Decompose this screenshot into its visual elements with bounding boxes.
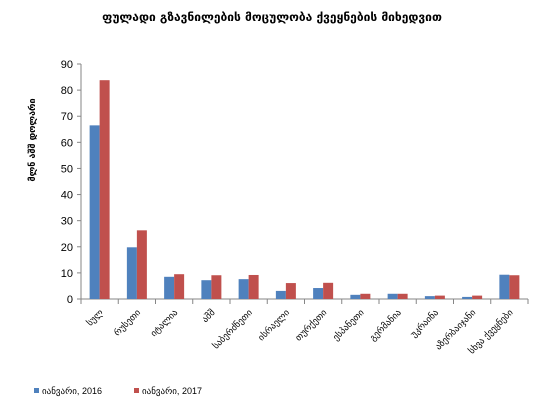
bar <box>238 279 249 299</box>
bar <box>472 295 483 299</box>
x-tick-label: აშშ <box>200 307 218 325</box>
y-tick-label: 60 <box>61 137 73 149</box>
legend: იანვარი, 2016 იანვარი, 2017 <box>34 386 202 397</box>
x-tick-label: საბერძნეთი <box>211 307 255 351</box>
bar <box>99 80 110 299</box>
y-tick-label: 80 <box>61 85 73 97</box>
bar <box>275 290 286 299</box>
bar <box>387 293 398 299</box>
plot-area: 0 10 20 30 40 50 60 70 80 90 სულ რუსეთი იტალია აშშსაბ… <box>61 59 529 356</box>
x-tick-label: რუსეთი <box>112 307 143 338</box>
bar <box>89 125 100 299</box>
x-tick-label: იტალია <box>149 308 180 339</box>
y-tick-label: 10 <box>61 268 73 280</box>
chart-title: ფულადი გზავნილების მოცულობა ქვეყნების მი… <box>102 10 442 24</box>
bar <box>360 293 371 299</box>
bar <box>434 295 445 299</box>
bar <box>462 296 473 299</box>
legend-swatch <box>34 388 39 393</box>
y-tick-label: 70 <box>61 111 73 123</box>
x-tick-label: ისრაელი <box>256 307 292 343</box>
y-tick-label: 90 <box>61 59 73 71</box>
legend-label: იანვარი, 2017 <box>142 386 202 397</box>
y-tick-label: 20 <box>61 242 73 254</box>
y-tick-label: 0 <box>67 294 73 306</box>
y-axis-label: მლნ აშშ დოლარი <box>27 98 38 181</box>
legend-label: იანვარი, 2016 <box>42 386 102 397</box>
bar <box>499 274 510 299</box>
bar <box>201 280 212 299</box>
x-tick-label: უკრაინა <box>408 307 441 340</box>
bar <box>126 247 137 299</box>
bar <box>248 274 259 299</box>
bar <box>350 294 361 299</box>
x-tick-label: თურქეთი <box>293 307 329 343</box>
y-tick-label: 30 <box>61 216 73 228</box>
bar <box>323 282 334 299</box>
bar <box>424 296 435 299</box>
bar <box>397 293 408 299</box>
bar <box>136 230 147 299</box>
x-tick-label: სულ <box>85 307 106 328</box>
bar <box>285 283 296 299</box>
bar <box>211 275 222 299</box>
bar <box>164 276 175 299</box>
x-tick-label: გერმანია <box>368 307 404 343</box>
y-tick-label: 40 <box>61 190 73 202</box>
bar <box>509 275 520 299</box>
y-tick-label: 50 <box>61 163 73 175</box>
x-tick-label: ესპანეთი <box>331 307 367 343</box>
bar <box>174 274 185 299</box>
bar <box>313 288 324 299</box>
legend-swatch <box>134 388 139 393</box>
